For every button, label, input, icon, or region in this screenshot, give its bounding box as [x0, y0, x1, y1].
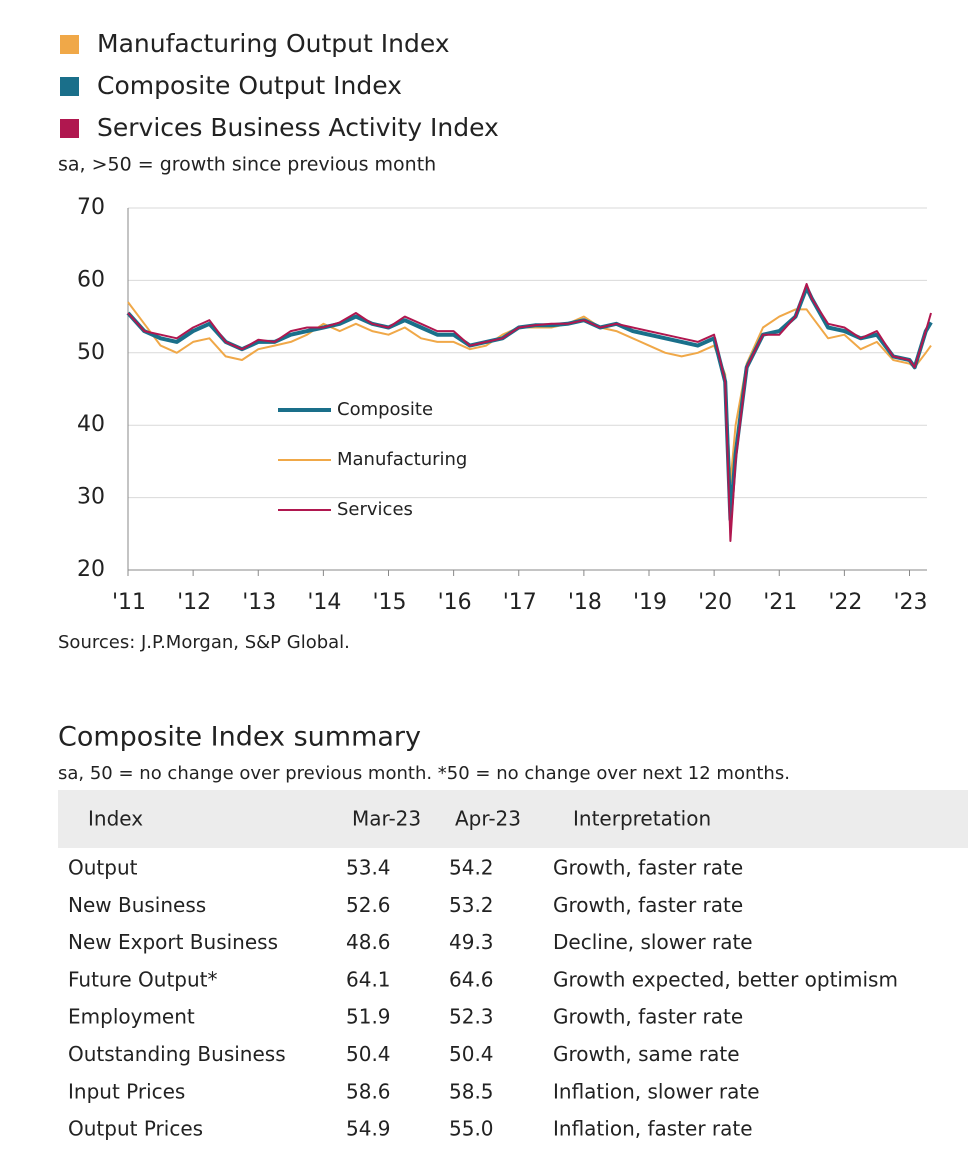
- y-tick-label: 60: [77, 267, 105, 292]
- table-cell: Growth, faster rate: [553, 856, 743, 880]
- table-cell: Output Prices: [68, 1117, 203, 1141]
- table-cell: 52.6: [346, 893, 391, 917]
- table-cell: 55.0: [449, 1117, 494, 1141]
- x-tick-label: '14: [307, 590, 341, 615]
- x-tick-label: '21: [763, 590, 797, 615]
- table-title: Composite Index summary: [58, 722, 421, 753]
- table-cell: Outstanding Business: [68, 1042, 286, 1066]
- table-cell: Growth expected, better optimism: [553, 967, 898, 991]
- legend-swatch: [60, 35, 79, 54]
- table-cell: Decline, slower rate: [553, 930, 753, 954]
- chart-subtitle: sa, >50 = growth since previous month: [58, 154, 436, 176]
- x-tick-label: '15: [372, 590, 406, 615]
- x-tick-label: '17: [503, 590, 537, 615]
- inner-legend-label: Composite: [337, 399, 433, 420]
- table-cell: Input Prices: [68, 1079, 185, 1103]
- chart-source: Sources: J.P.Morgan, S&P Global.: [58, 632, 350, 653]
- table-cell: 49.3: [449, 930, 494, 954]
- table-cell: Employment: [68, 1005, 195, 1029]
- table-cell: 58.6: [346, 1079, 391, 1103]
- table-cell: New Export Business: [68, 930, 278, 954]
- table-cell: Output: [68, 856, 138, 880]
- legend-label: Manufacturing Output Index: [97, 29, 450, 58]
- y-tick-label: 30: [77, 485, 105, 510]
- table-cell: 51.9: [346, 1005, 391, 1029]
- y-tick-label: 70: [77, 195, 105, 220]
- table-cell: Growth, faster rate: [553, 893, 743, 917]
- y-tick-label: 20: [77, 557, 105, 582]
- y-tick-label: 40: [77, 412, 105, 437]
- series-line: [127, 301, 932, 485]
- legend-swatch: [60, 119, 79, 138]
- table-cell: 64.1: [346, 967, 391, 991]
- table-header-cell: Index: [88, 807, 143, 831]
- table-cell: 50.4: [449, 1042, 494, 1066]
- x-tick-label: '11: [112, 590, 146, 615]
- x-tick-label: '18: [568, 590, 602, 615]
- x-tick-label: '22: [828, 590, 862, 615]
- legend-swatch: [60, 77, 79, 96]
- x-tick-label: '16: [438, 590, 472, 615]
- table-subtitle: sa, 50 = no change over previous month. …: [58, 763, 790, 784]
- table-header-cell: Apr-23: [455, 807, 521, 831]
- table-header-cell: Interpretation: [573, 807, 711, 831]
- x-tick-label: '20: [698, 590, 732, 615]
- table-cell: Inflation, slower rate: [553, 1079, 760, 1103]
- table-cell: Growth, same rate: [553, 1042, 740, 1066]
- table-cell: New Business: [68, 893, 206, 917]
- table-cell: 64.6: [449, 967, 494, 991]
- table-cell: 48.6: [346, 930, 391, 954]
- series-line: [126, 285, 933, 522]
- table-header-band: [58, 790, 968, 848]
- inner-legend-label: Services: [337, 499, 413, 520]
- x-tick-label: '23: [893, 590, 927, 615]
- inner-legend-label: Manufacturing: [337, 449, 467, 470]
- y-tick-label: 50: [77, 340, 105, 365]
- x-tick-label: '13: [242, 590, 276, 615]
- table-cell: Inflation, faster rate: [553, 1117, 753, 1141]
- table-header-cell: Mar-23: [352, 807, 421, 831]
- table-cell: 53.2: [449, 893, 494, 917]
- legend-label: Services Business Activity Index: [97, 113, 499, 142]
- legend-label: Composite Output Index: [97, 71, 402, 100]
- series-line: [127, 283, 932, 542]
- table-cell: 52.3: [449, 1005, 494, 1029]
- table-cell: Future Output*: [68, 967, 218, 991]
- table-cell: 50.4: [346, 1042, 391, 1066]
- table-cell: 53.4: [346, 856, 391, 880]
- x-tick-label: '12: [177, 590, 211, 615]
- table-cell: 54.9: [346, 1117, 391, 1141]
- table-cell: 58.5: [449, 1079, 494, 1103]
- table-cell: Growth, faster rate: [553, 1005, 743, 1029]
- table-cell: 54.2: [449, 856, 494, 880]
- x-tick-label: '19: [633, 590, 667, 615]
